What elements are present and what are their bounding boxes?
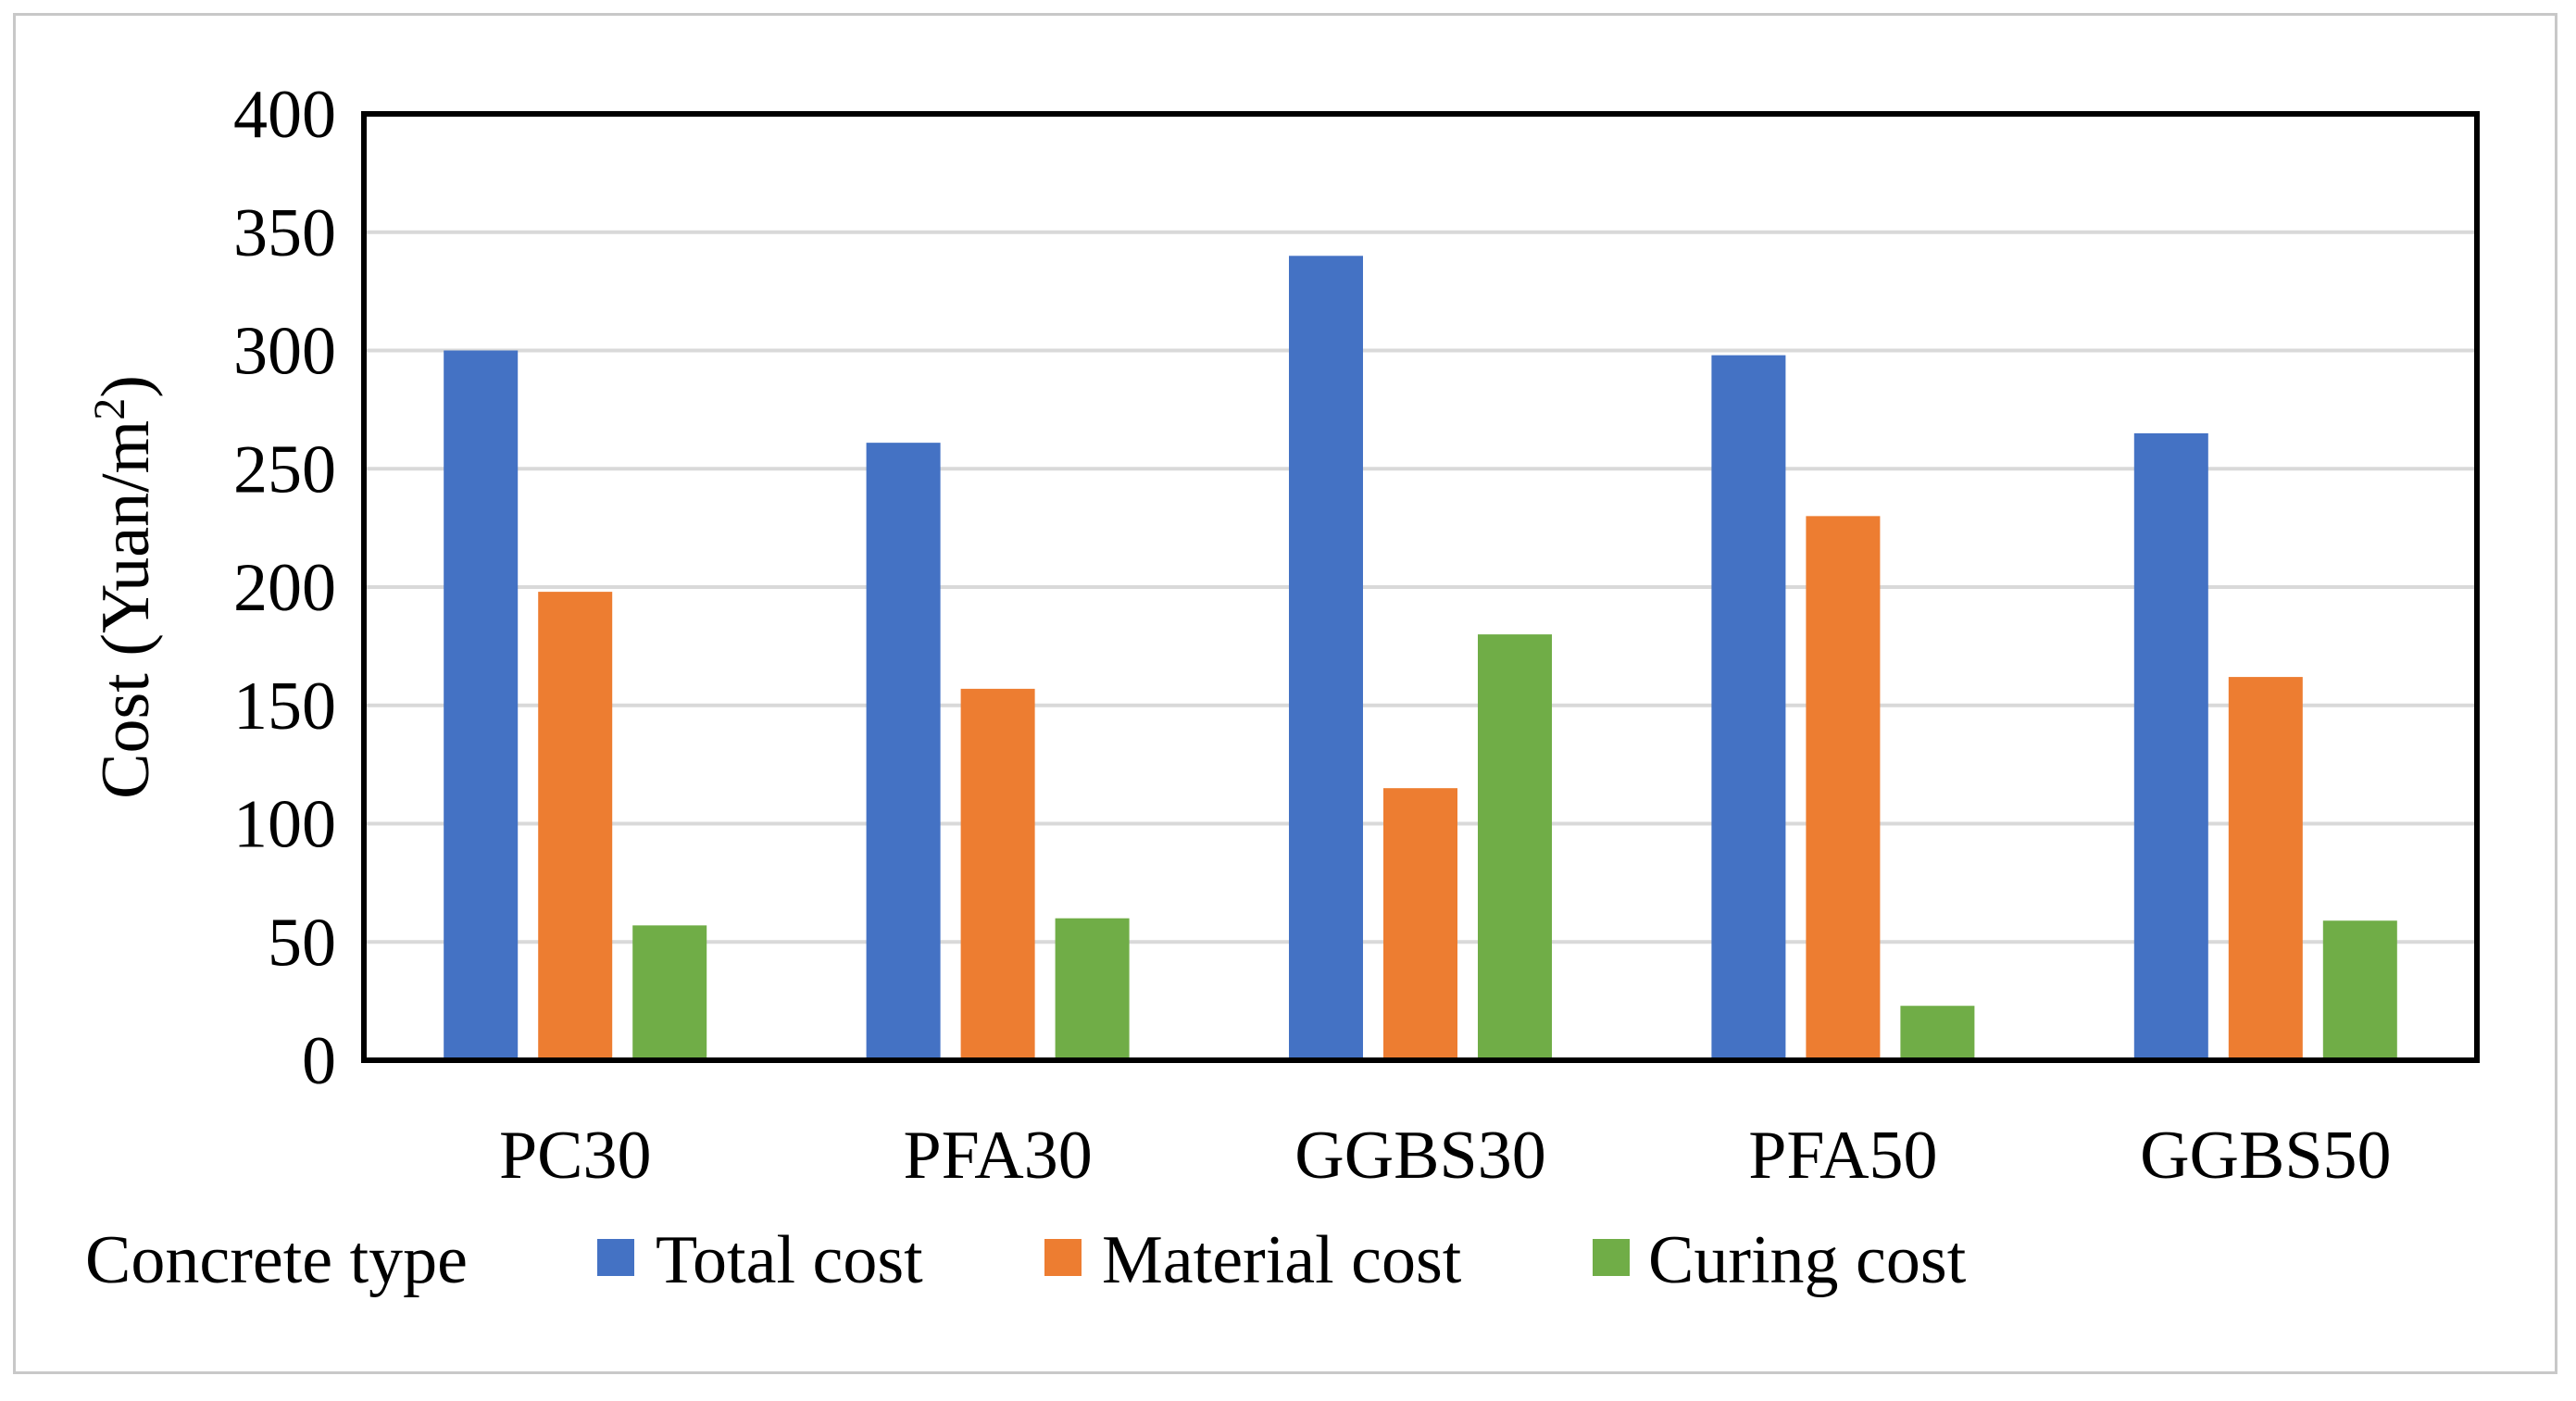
- bars: [444, 256, 2397, 1060]
- legend-swatch: [1044, 1239, 1082, 1276]
- bar-material-cost-pc30: [538, 592, 613, 1060]
- x-tick-label: PFA50: [1748, 1118, 1937, 1194]
- y-tick-label: 250: [233, 432, 336, 507]
- y-tick-label: 300: [233, 314, 336, 390]
- y-axis-title: Cost (Yuan/m2): [85, 375, 165, 799]
- y-tick-label: 150: [233, 669, 336, 744]
- chart-frame: [13, 13, 2557, 1374]
- x-tick-label: GGBS30: [1294, 1118, 1545, 1194]
- bar-curing-cost-pfa30: [1055, 918, 1130, 1060]
- x-axis-title: Concrete type: [85, 1222, 468, 1298]
- legend-swatch: [1593, 1239, 1630, 1276]
- bar-material-cost-ggbs50: [2228, 677, 2303, 1060]
- y-tick-label: 50: [268, 905, 336, 981]
- legend-label: Total cost: [656, 1222, 923, 1298]
- x-tick-label: GGBS50: [2140, 1118, 2391, 1194]
- bar-curing-cost-ggbs30: [1478, 634, 1552, 1060]
- legend: Total cost Material cost Curing cost: [597, 1222, 1967, 1298]
- y-axis-ticks: 0 50 100 150 200 250 300 350 400: [233, 77, 336, 1099]
- bar-material-cost-ggbs30: [1383, 788, 1457, 1060]
- bar-total-cost-pfa50: [1711, 355, 1786, 1060]
- legend-swatch: [597, 1239, 634, 1276]
- y-tick-label: 200: [233, 550, 336, 626]
- y-tick-label: 350: [233, 195, 336, 271]
- bar-curing-cost-ggbs50: [2322, 920, 2397, 1060]
- legend-label: Material cost: [1102, 1222, 1462, 1298]
- bar-total-cost-pc30: [444, 350, 519, 1060]
- bar-total-cost-ggbs30: [1289, 256, 1363, 1060]
- x-tick-label: PC30: [499, 1118, 652, 1194]
- bar-material-cost-pfa30: [960, 688, 1035, 1060]
- plot-area-border: [361, 111, 2480, 1063]
- bar-curing-cost-pc30: [632, 925, 707, 1060]
- bar-curing-cost-pfa50: [1900, 1006, 1975, 1060]
- y-tick-label: 400: [233, 77, 336, 153]
- bar-total-cost-ggbs50: [2133, 432, 2208, 1060]
- x-tick-label: PFA30: [903, 1118, 1092, 1194]
- bar-material-cost-pfa50: [1806, 516, 1881, 1060]
- y-tick-label: 100: [233, 787, 336, 863]
- legend-label: Curing cost: [1648, 1222, 1967, 1298]
- y-tick-label: 0: [302, 1023, 336, 1099]
- gridlines: [364, 230, 2477, 944]
- bar-total-cost-pfa30: [866, 443, 941, 1060]
- x-axis-ticks: PC30 PFA30 GGBS30 PFA50 GGBS50: [499, 1118, 2392, 1194]
